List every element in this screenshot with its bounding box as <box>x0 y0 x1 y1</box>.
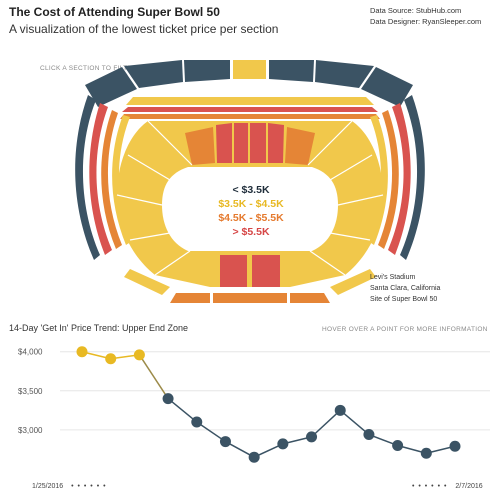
trend-segment <box>196 421 226 443</box>
legend-item-4[interactable]: > $5.5K <box>232 226 270 238</box>
club-ring[interactable] <box>120 97 380 119</box>
right-rings[interactable] <box>368 95 425 260</box>
trend-point[interactable]: 2/4/2016: $2940 <box>363 429 375 441</box>
section-lower-bottom-orange-left[interactable] <box>170 293 210 303</box>
section-lower-bottom-red-1[interactable] <box>220 255 247 287</box>
upper-deck[interactable] <box>85 60 413 107</box>
end-date: 2/7/2016 <box>455 483 483 490</box>
section-lower-top-red-4[interactable] <box>268 123 284 163</box>
section-lower-top-orange-left[interactable] <box>185 127 215 165</box>
stadium-note: Site of Super Bowl 50 <box>370 296 438 303</box>
section-club-ring-red[interactable] <box>122 107 378 112</box>
trend-point[interactable]: 2/6/2016: $2700 <box>420 447 432 459</box>
left-rings[interactable] <box>75 95 132 260</box>
section-left-red[interactable] <box>89 103 112 255</box>
filter-hint: CLICK A SECTION TO FILTER <box>40 65 138 72</box>
stadium-map[interactable] <box>0 55 500 310</box>
section-upper-left-2[interactable] <box>184 60 230 82</box>
trend-point[interactable]: 1/31/2016: $2650 <box>248 451 260 463</box>
legend-item-1[interactable]: < $3.5K <box>232 184 270 196</box>
y-tick-label: $3,000 <box>18 426 43 435</box>
section-lower-top-red-1[interactable] <box>216 123 232 163</box>
trend-points[interactable]: 1/25/2016: $4000 1/26/2016: $3910 1/27/201… <box>76 346 461 463</box>
section-lower-bottom-orange-right[interactable] <box>290 293 330 303</box>
section-left-yellow-ring[interactable] <box>112 115 132 245</box>
start-date-label: 1/25/2016 • • • • • • <box>32 483 107 490</box>
trend-point[interactable]: 2/3/2016: $3250 <box>334 404 346 416</box>
y-tick-label: $3,500 <box>18 387 43 396</box>
trend-point[interactable]: 1/28/2016: $3400 <box>162 393 174 405</box>
data-designer-label: Data Designer: RyanSleeper.com <box>370 17 482 26</box>
section-right-orange[interactable] <box>378 110 399 249</box>
trend-point[interactable]: 1/30/2016: $2850 <box>219 436 231 448</box>
section-dividers <box>116 120 384 276</box>
credits: Data Source: StubHub.com Data Designer: … <box>370 5 481 27</box>
section-upper-left-corner[interactable] <box>85 67 137 107</box>
data-source-label: Data Source: StubHub.com <box>370 6 462 15</box>
trend-point[interactable]: 2/2/2016: $2910 <box>306 431 318 443</box>
page-subtitle: A visualization of the lowest ticket pri… <box>9 22 279 36</box>
trend-point[interactable]: 1/29/2016: $3100 <box>191 416 203 428</box>
section-upper-left-1[interactable] <box>124 60 183 88</box>
section-left-orange[interactable] <box>101 110 122 249</box>
lower-bottom-sections[interactable] <box>124 255 376 303</box>
end-date-label: • • • • • • 2/7/2016 <box>412 483 483 490</box>
legend-item-3[interactable]: $4.5K - $5.5K <box>218 212 284 224</box>
legend-item-2[interactable]: $3.5K - $4.5K <box>218 198 284 210</box>
stadium-name: Levi's Stadium <box>370 274 416 281</box>
section-lower-bottom-yellow-right[interactable] <box>330 269 376 295</box>
section-lower-top-orange-right[interactable] <box>285 127 315 165</box>
section-club-ring-orange[interactable] <box>120 114 380 119</box>
lower-top-sections[interactable] <box>185 123 315 165</box>
section-lower-top-red-2[interactable] <box>234 123 248 163</box>
trend-point[interactable]: 2/1/2016: $2820 <box>277 438 289 450</box>
section-upper-right-2[interactable] <box>269 60 314 82</box>
hover-hint: HOVER OVER A POINT FOR MORE INFORMATION <box>322 326 488 333</box>
trend-segment <box>339 409 370 436</box>
section-right-outer-dark[interactable] <box>400 95 425 260</box>
section-upper-right-corner[interactable] <box>361 67 413 107</box>
section-lower-bottom-red-2[interactable] <box>252 255 280 287</box>
stadium-location: Santa Clara, California <box>370 285 441 292</box>
end-dots: • • • • • • <box>412 483 448 490</box>
y-grid: $3,000 $3,500 $4,000 <box>18 348 490 435</box>
trend-title: 14-Day 'Get In' Price Trend: Upper End Z… <box>9 323 189 333</box>
section-left-outer-dark[interactable] <box>75 95 100 260</box>
section-upper-right-1[interactable] <box>315 60 374 88</box>
section-upper-center[interactable] <box>233 60 266 79</box>
trend-segment <box>167 398 198 423</box>
trend-segment <box>311 409 341 438</box>
page-title: The Cost of Attending Super Bowl 50 <box>9 5 220 19</box>
section-right-yellow-ring[interactable] <box>368 115 388 245</box>
price-legend: < $3.5K $3.5K - $4.5K $4.5K - $5.5K > $5… <box>200 183 302 239</box>
section-lower-top-red-3[interactable] <box>250 123 266 163</box>
section-lower-bottom-yellow-left[interactable] <box>124 269 170 295</box>
start-date: 1/25/2016 <box>32 483 64 490</box>
trend-point[interactable]: 1/26/2016: $3910 <box>105 353 117 365</box>
trend-point[interactable]: 2/7/2016: $2790 <box>449 440 461 452</box>
trend-point[interactable]: 2/5/2016: $2800 <box>392 439 404 451</box>
section-right-red[interactable] <box>388 103 411 255</box>
trend-segment <box>138 354 169 400</box>
section-club-ring-yellow[interactable] <box>126 97 374 105</box>
field <box>162 167 338 251</box>
trend-point[interactable]: 1/27/2016: $3960 <box>133 349 145 361</box>
stadium-info: Levi's Stadium Santa Clara, California S… <box>370 272 440 305</box>
section-lower-bottom-orange-center[interactable] <box>213 293 287 303</box>
trend-point[interactable]: 1/25/2016: $4000 <box>76 346 88 358</box>
y-tick-label: $4,000 <box>18 348 43 357</box>
start-dots: • • • • • • <box>71 483 107 490</box>
